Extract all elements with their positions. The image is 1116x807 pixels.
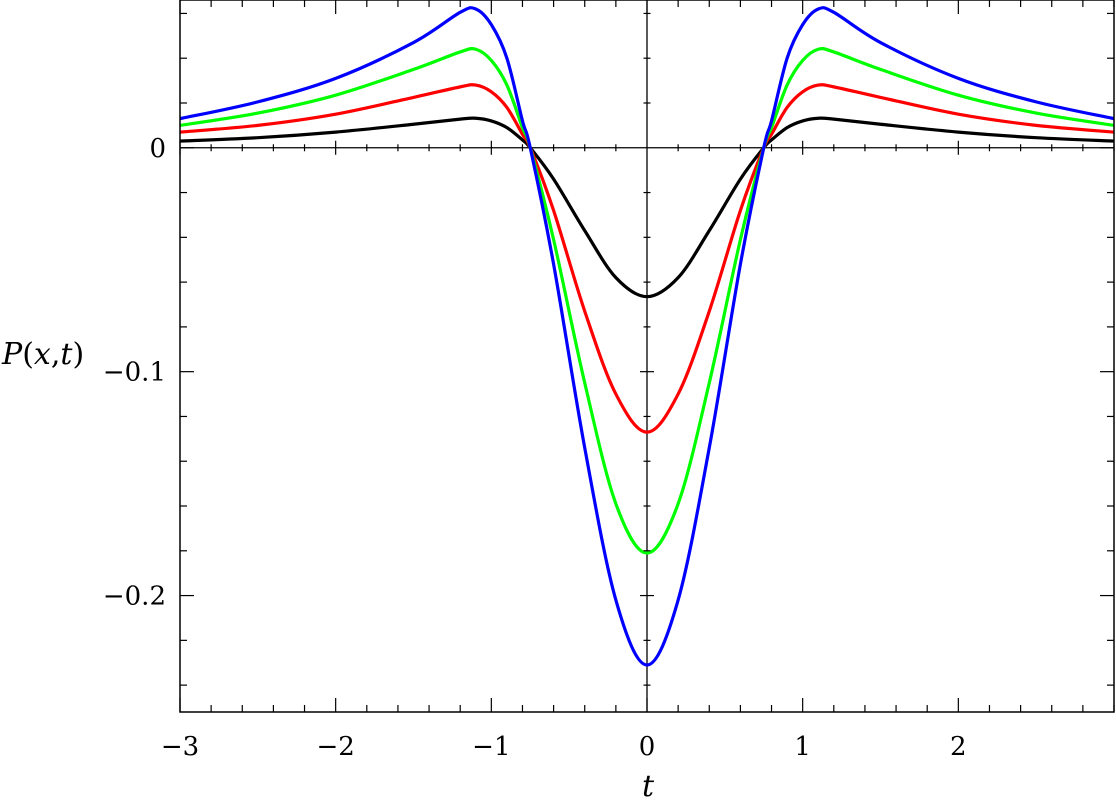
x-axis-title: t (642, 769, 655, 804)
y-axis-title-comma: , (51, 337, 61, 372)
x-tick-label: 0 (639, 732, 656, 762)
y-tick-label: −0.1 (103, 358, 166, 388)
series-line-3 (180, 47, 1114, 555)
y-tick-label: −0.2 (103, 582, 166, 612)
x-tick-label: 2 (950, 732, 967, 762)
ticks-layer (179, 0, 1115, 712)
y-tick-label: 0 (149, 134, 166, 164)
series-line-4 (180, 6, 1114, 667)
series-line-1 (180, 116, 1114, 299)
y-axis-title: P(x,t) (1, 337, 84, 372)
y-axis-title-p: P (1, 337, 23, 372)
zero-lines (180, 0, 1114, 712)
x-tick-label: 1 (794, 732, 811, 762)
y-axis-title-close: ) (72, 337, 84, 372)
plot-frame (179, 0, 1115, 713)
x-tick-label: −2 (317, 732, 355, 762)
series-line-2 (180, 83, 1114, 434)
x-tick-label: −1 (472, 732, 510, 762)
y-axis-title-t: t (60, 337, 73, 372)
y-axis-title-open: ( (22, 337, 34, 372)
x-tick-label: −3 (161, 732, 199, 762)
series-layer (180, 6, 1114, 667)
tick-labels: −3 −2 −1 0 1 2 0 −0.1 −0.2 (103, 134, 967, 762)
y-axis-title-x: x (34, 337, 51, 372)
